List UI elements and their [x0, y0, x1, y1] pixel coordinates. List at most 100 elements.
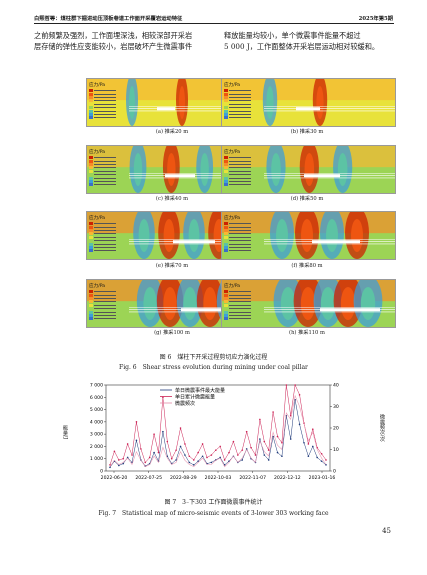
y-tick-label: 0	[100, 469, 103, 475]
data-point	[311, 428, 314, 431]
stress-legend-swatch	[89, 102, 127, 106]
y2-tick-label: 20	[333, 426, 339, 432]
data-point	[237, 454, 239, 456]
x-tick-label: 2022-07-25	[135, 475, 162, 481]
panel-caption: (c) 推采40 m	[155, 196, 189, 202]
stress-legend-swatch	[89, 232, 127, 236]
stress-legend-swatch	[224, 313, 262, 317]
stress-legend: 应力/Pa	[224, 284, 262, 321]
data-point	[109, 466, 111, 469]
data-point	[276, 451, 279, 454]
stress-legend-swatch	[89, 173, 127, 177]
data-point	[294, 384, 296, 386]
data-point	[228, 451, 230, 454]
stress-legend-swatch	[89, 176, 127, 180]
data-point	[307, 443, 310, 445]
y2-tick-label: 10	[333, 447, 339, 453]
stress-legend: 应力/Pa	[224, 216, 262, 253]
stress-legend-swatch	[89, 300, 127, 304]
data-point	[223, 459, 226, 461]
data-point	[175, 459, 177, 461]
legend-label: 单日微震事件最大能量	[175, 387, 225, 394]
y-axis-label: 能量/J	[62, 425, 68, 440]
data-point	[179, 427, 182, 429]
stress-legend-swatch	[224, 179, 262, 183]
stress-legend-swatch	[224, 176, 262, 180]
data-point	[210, 454, 213, 456]
stress-legend-swatch	[224, 242, 262, 246]
fig7-chart: 0 1 000 2 000 3 000 4 000 5 000 6 000 7 000 0 10 2…	[90, 383, 339, 482]
running-header-left: 白熙哲等：煤柱群下掘进动压顶板巷道工作面开采覆岩运动特征	[34, 16, 183, 22]
panel-caption: (g) 推采100 m	[154, 330, 190, 336]
panel-caption: (h) 推采110 m	[289, 330, 325, 336]
data-point	[307, 455, 310, 458]
stress-legend-swatch	[89, 313, 127, 317]
y-tick-label: 3 000	[90, 432, 103, 438]
stress-legend-swatch	[89, 303, 127, 307]
y-tick-label: 2 000	[90, 444, 103, 450]
stress-legend-title: 应力/Pa	[89, 150, 106, 155]
series-line	[109, 384, 327, 465]
data-point	[250, 446, 252, 449]
stress-legend-swatch	[224, 310, 262, 314]
stress-legend-swatch	[224, 95, 262, 99]
data-point	[175, 449, 177, 451]
data-point	[109, 464, 111, 466]
stress-legend-swatch	[224, 116, 262, 120]
stress-contour-panel: 应力/Pa	[221, 279, 396, 328]
stress-legend-swatch	[224, 109, 262, 113]
stress-legend-swatch	[224, 159, 262, 163]
stress-legend-swatch	[224, 245, 262, 249]
data-point	[281, 455, 283, 458]
fig6-caption-cn: 图 6 煤柱下开采过程剪切应力演化过程	[159, 354, 268, 361]
stress-legend-swatch	[224, 106, 262, 110]
data-point	[122, 457, 125, 460]
stress-legend-swatch	[224, 303, 262, 307]
data-point	[245, 430, 248, 433]
data-point	[232, 440, 235, 443]
y-tick-label: 7 000	[90, 383, 103, 389]
data-point	[316, 456, 318, 459]
stress-contour-panel: 应力/Pa	[221, 78, 396, 127]
data-point	[214, 449, 217, 451]
series-line	[109, 399, 327, 468]
stress-legend-swatch	[89, 296, 127, 300]
data-point	[223, 464, 226, 466]
y-tick-label: 1 000	[90, 456, 103, 462]
data-point	[325, 464, 327, 466]
x-tick-label: 2022-06-20	[101, 475, 128, 481]
x-tick-label: 2022-11-07	[239, 475, 266, 481]
data-point	[254, 454, 257, 456]
data-point	[188, 461, 191, 464]
data-point	[245, 448, 248, 450]
stress-legend-swatch	[224, 228, 262, 232]
data-point	[259, 418, 261, 421]
stress-legend-title: 应力/Pa	[89, 216, 106, 221]
body-text-right-1: 释放能量均较小，单个微震事件能量不超过	[224, 31, 361, 40]
stress-legend-swatch	[89, 317, 127, 321]
data-point	[188, 455, 191, 458]
stress-legend-swatch	[224, 92, 262, 96]
y-tick-label: 6 000	[90, 395, 103, 401]
stress-legend-swatch	[224, 222, 262, 226]
stress-legend-swatch	[89, 109, 127, 113]
stress-legend-swatch	[89, 225, 127, 229]
data-point	[126, 443, 129, 445]
data-point	[320, 453, 323, 455]
running-header-right: 2025年第5期	[358, 16, 393, 22]
data-point	[272, 411, 274, 413]
data-point	[153, 433, 155, 435]
fig7-caption-en: Fig. 7 Statistical map of micro-seismic …	[98, 510, 329, 517]
y2-tick-label: 30	[333, 404, 339, 410]
stress-legend-swatch	[89, 162, 127, 166]
data-point	[325, 459, 327, 461]
data-point	[241, 449, 244, 451]
fig7-caption-cn: 图 7 3₋下303 工作面微震事件统计	[164, 499, 263, 506]
data-point	[197, 451, 199, 454]
stress-legend-swatch	[89, 116, 127, 120]
stress-legend-swatch	[224, 183, 262, 187]
panel-caption: (d) 推采50 m	[290, 196, 324, 202]
stress-legend-swatch	[224, 290, 262, 294]
stress-legend-swatch	[224, 102, 262, 106]
